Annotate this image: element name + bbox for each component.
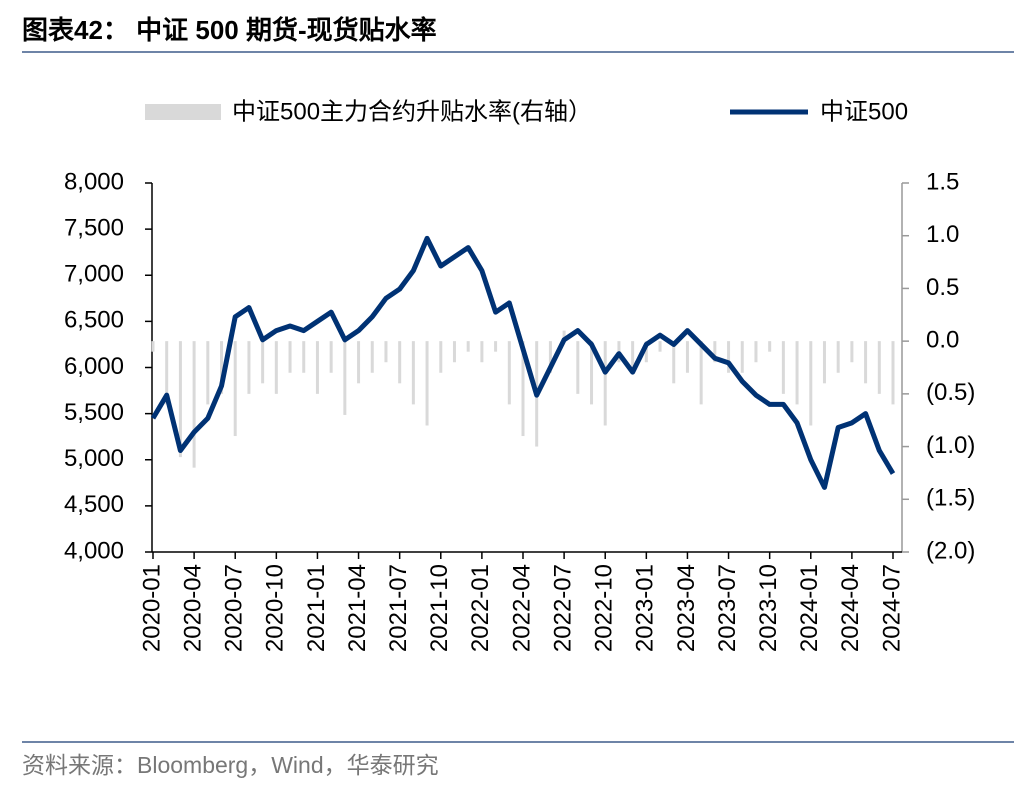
- bar: [795, 341, 799, 405]
- bar: [425, 341, 429, 426]
- bar: [480, 341, 484, 363]
- bar: [822, 341, 826, 384]
- bar: [891, 341, 895, 405]
- x-tick-label: 2021-07: [385, 564, 412, 652]
- bar: [562, 330, 566, 342]
- bar: [768, 341, 772, 352]
- x-tick-label: 2021-10: [426, 564, 453, 652]
- x-tick-label: 2020-10: [262, 564, 289, 652]
- bar: [274, 341, 278, 394]
- legend-label: 中证500: [820, 98, 908, 125]
- bar: [302, 341, 306, 373]
- bar: [658, 341, 662, 352]
- bar: [178, 341, 182, 458]
- y-tick-label: 6,000: [64, 353, 124, 380]
- y-tick-label: 5,500: [64, 399, 124, 426]
- bar: [877, 341, 881, 394]
- bar: [165, 341, 169, 405]
- bar: [603, 341, 607, 426]
- bar: [590, 341, 594, 405]
- bar: [809, 341, 813, 426]
- y2-tick-label: (0.5): [926, 379, 975, 406]
- bar: [370, 341, 374, 373]
- x-tick-label: 2023-07: [714, 564, 741, 652]
- y2-tick-label: 1.0: [926, 221, 959, 248]
- bar: [329, 341, 333, 373]
- x-tick-label: 2024-07: [878, 564, 905, 652]
- x-tick-label: 2024-04: [837, 564, 864, 652]
- bar: [315, 341, 319, 394]
- y2-tick-label: 0.0: [926, 326, 959, 353]
- y-tick-label: 5,000: [64, 445, 124, 472]
- bar: [836, 341, 840, 373]
- bar: [343, 341, 347, 415]
- bar: [727, 341, 731, 373]
- x-tick-label: 2021-04: [344, 564, 371, 652]
- x-tick-label: 2022-04: [508, 564, 535, 652]
- y-tick-label: 7,500: [64, 214, 124, 241]
- y2-tick-label: 0.5: [926, 274, 959, 301]
- bar: [754, 341, 758, 363]
- line: [150, 235, 896, 490]
- legend-label: 中证500主力合约升贴水率(右轴）: [232, 98, 592, 125]
- source: 资料来源：Bloomberg，Wind，华泰研究: [22, 752, 439, 778]
- bar: [206, 341, 210, 405]
- y2-tick-label: (2.0): [926, 537, 975, 564]
- x-tick-label: 2020-07: [221, 564, 248, 652]
- bar: [507, 341, 511, 405]
- bar: [151, 341, 155, 352]
- bar: [398, 341, 402, 384]
- bar: [781, 341, 785, 394]
- x-tick-label: 2023-04: [673, 564, 700, 652]
- bar: [644, 341, 648, 363]
- bar: [192, 341, 196, 468]
- bar: [288, 341, 292, 373]
- bar: [685, 341, 689, 373]
- x-tick-label: 2022-10: [591, 564, 618, 652]
- y-tick-label: 6,500: [64, 307, 124, 334]
- legend-swatch: [145, 104, 221, 120]
- y2-tick-label: (1.5): [926, 485, 975, 512]
- x-tick-label: 2024-01: [796, 564, 823, 652]
- x-tick-label: 2020-01: [138, 564, 165, 652]
- bar: [631, 341, 635, 373]
- y2-tick-label: (1.0): [926, 432, 975, 459]
- bar: [466, 341, 470, 352]
- bar: [357, 341, 361, 384]
- y-tick-label: 7,000: [64, 261, 124, 288]
- bar: [411, 341, 415, 405]
- bar: [521, 341, 525, 437]
- x-tick-label: 2022-07: [549, 564, 576, 652]
- bar: [494, 341, 498, 352]
- bar: [548, 341, 552, 373]
- bar: [233, 341, 237, 437]
- bar: [713, 341, 717, 363]
- x-tick-label: 2020-04: [179, 564, 206, 652]
- bar: [384, 341, 388, 363]
- bar: [452, 341, 456, 363]
- bar: [864, 341, 868, 384]
- bar: [576, 341, 580, 394]
- bar: [740, 341, 744, 373]
- y-tick-label: 4,000: [64, 537, 124, 564]
- bar: [439, 341, 443, 373]
- y-tick-label: 4,500: [64, 491, 124, 518]
- y2-tick-label: 1.5: [926, 168, 959, 195]
- bar: [699, 341, 703, 405]
- y-tick-label: 8,000: [64, 168, 124, 195]
- bar: [220, 341, 224, 394]
- x-tick-label: 2021-01: [303, 564, 330, 652]
- bar: [247, 341, 251, 394]
- x-tick-label: 2023-10: [755, 564, 782, 652]
- bar: [850, 341, 854, 363]
- figure-title: 图表42： 中证 500 期货-现货贴水率: [22, 15, 437, 45]
- bar: [261, 341, 265, 384]
- bar: [672, 341, 676, 384]
- x-tick-label: 2022-01: [467, 564, 494, 652]
- x-tick-label: 2023-01: [632, 564, 659, 652]
